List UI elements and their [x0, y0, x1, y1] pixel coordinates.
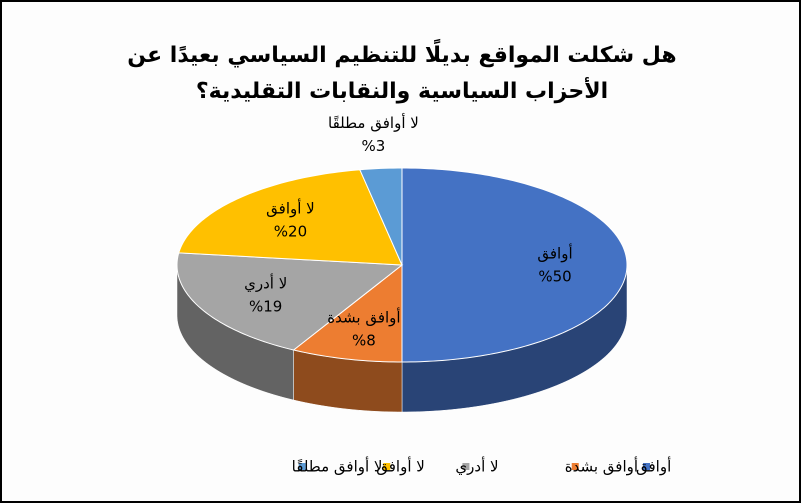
data-label-name: لا أوافق مطلقًا	[328, 113, 419, 132]
legend-label: لا أوافق مطلقًا	[292, 457, 383, 476]
chart-title: هل شكلت المواقع بديلًا للتنظيم السياسي ب…	[127, 43, 677, 104]
legend-label: أوافق بشدة	[565, 457, 638, 476]
legend-marker	[462, 463, 470, 470]
legend-label: لا أدري	[455, 457, 498, 477]
pie-slice	[292, 263, 403, 363]
legend-label: أوافق	[636, 457, 671, 476]
legend-marker	[643, 463, 650, 470]
pie-slice	[359, 167, 403, 266]
pie-slice	[176, 252, 404, 351]
legend-marker	[383, 463, 391, 470]
data-label-name: أوافق بشدة	[327, 307, 400, 326]
legend-marker	[571, 463, 579, 470]
data-label-value: %8	[352, 331, 376, 349]
data-label-name: أوافق	[537, 244, 572, 263]
legend-label: لا أوافق	[376, 457, 425, 476]
data-label-value: %20	[274, 222, 307, 240]
data-label-value: %3	[362, 137, 386, 155]
data-label-value: %19	[249, 297, 282, 315]
pie-slice	[178, 169, 403, 266]
pie-slice	[401, 167, 628, 363]
data-label-name: لا أوافق	[266, 198, 315, 217]
data-label-value: %50	[538, 268, 571, 286]
legend-marker	[298, 463, 306, 470]
data-label-name: لا أدري	[244, 273, 287, 293]
